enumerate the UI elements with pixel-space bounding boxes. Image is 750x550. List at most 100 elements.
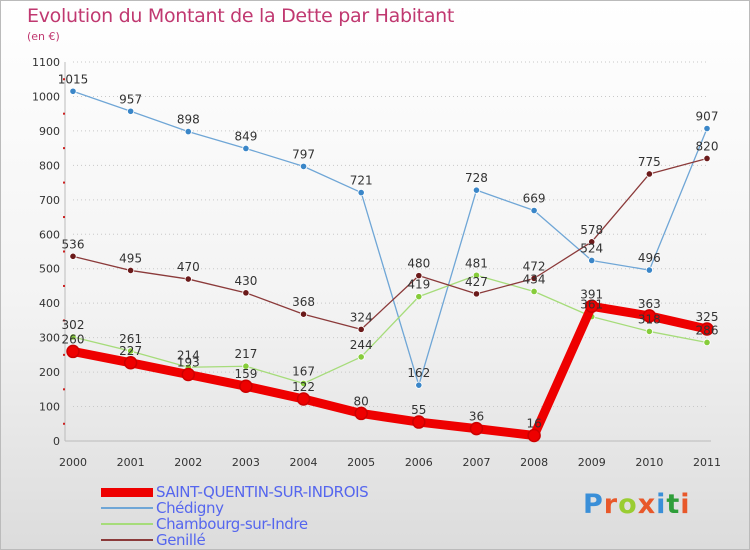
x-tick-label: 2004	[290, 456, 318, 469]
data-label: 495	[119, 251, 142, 265]
data-label: 524	[580, 241, 603, 255]
legend-swatch	[101, 523, 153, 525]
data-point	[239, 379, 253, 393]
data-point	[296, 392, 311, 406]
data-point	[242, 362, 250, 370]
x-tick-label: 2009	[578, 456, 606, 469]
data-point	[588, 238, 596, 246]
data-point	[242, 289, 250, 297]
data-label: 728	[465, 171, 488, 185]
logo-letter: t	[666, 489, 681, 520]
data-point	[66, 344, 80, 359]
x-tick-label: 2001	[117, 456, 145, 469]
data-point	[299, 162, 308, 170]
data-label: 167	[292, 364, 315, 378]
data-point	[127, 107, 135, 115]
x-tick-label: 2007	[462, 456, 490, 469]
data-point	[530, 274, 538, 282]
data-label: 434	[523, 272, 546, 286]
data-point	[299, 310, 308, 318]
data-point	[415, 381, 423, 389]
data-label: 849	[234, 129, 257, 143]
data-label: 325	[696, 310, 719, 324]
legend-swatch	[101, 488, 153, 497]
data-label: 480	[407, 257, 430, 271]
y-tick-label: 800	[39, 159, 60, 172]
x-tick-label: 2002	[174, 456, 202, 469]
data-label: 227	[119, 344, 142, 358]
y-tick-label: 0	[53, 435, 60, 448]
data-label: 16	[526, 416, 541, 430]
data-label: 481	[465, 256, 488, 270]
data-label: 55	[411, 403, 426, 417]
line-chart: 0 100 200 300 400 500 600 700 800 900 1000 1100 2000…	[32, 56, 721, 469]
logo-letter: P	[583, 489, 604, 520]
data-label: 260	[62, 332, 85, 346]
y-tick-label: 400	[39, 297, 60, 310]
data-point	[469, 421, 484, 436]
data-point	[357, 353, 365, 361]
data-label: 318	[638, 312, 661, 326]
data-point	[357, 325, 365, 333]
data-point	[472, 271, 481, 279]
data-label: 244	[350, 338, 373, 352]
data-point	[703, 154, 711, 163]
data-label: 363	[638, 297, 661, 311]
data-point	[472, 186, 481, 194]
data-label: 80	[354, 394, 369, 408]
data-point	[127, 266, 135, 275]
data-point	[527, 428, 541, 443]
x-tick-label: 2006	[405, 456, 433, 469]
data-point	[415, 272, 423, 280]
data-point	[584, 299, 599, 314]
data-point	[69, 252, 77, 260]
data-label: 302	[62, 318, 85, 332]
data-point	[242, 144, 250, 153]
data-point	[412, 415, 426, 429]
data-point	[645, 266, 653, 274]
y-tick-label: 500	[39, 263, 60, 276]
series-line-0	[68, 301, 712, 440]
chart-subtitle: (en €)	[27, 30, 60, 43]
x-tick-label: 2000	[59, 456, 87, 469]
data-point	[354, 406, 368, 421]
data-point	[703, 338, 711, 347]
data-label: 368	[292, 295, 315, 309]
data-point	[357, 188, 365, 197]
data-point	[645, 170, 653, 178]
data-label: 217	[234, 347, 257, 361]
data-label: 324	[350, 310, 373, 324]
x-tick-label: 2008	[520, 456, 548, 469]
data-label: 721	[350, 174, 373, 188]
logo-letter: o	[618, 489, 638, 520]
x-tick-label: 2011	[693, 456, 721, 469]
y-tick-label: 300	[39, 332, 60, 345]
data-label: 261	[119, 332, 142, 346]
data-label: 427	[465, 275, 488, 289]
series-line-2	[72, 274, 708, 385]
logo-letter: i	[656, 489, 667, 520]
chart-title: Evolution du Montant de la Dette par Hab…	[27, 5, 455, 27]
data-point	[472, 290, 481, 298]
data-point	[69, 333, 77, 341]
data-label: 578	[580, 223, 603, 237]
x-tick-label: 2010	[635, 456, 663, 469]
data-label: 430	[234, 274, 257, 288]
series-line-3	[72, 157, 708, 331]
data-point	[299, 379, 308, 388]
legend-label: Genillé	[156, 531, 206, 549]
legend-swatch	[101, 507, 153, 509]
legend-label: SAINT-QUENTIN-SUR-INDROIS	[156, 483, 369, 501]
logo-letter: r	[603, 489, 619, 520]
data-label: 898	[177, 113, 200, 127]
data-point	[703, 124, 711, 133]
data-label: 907	[696, 109, 719, 123]
data-label: 122	[292, 380, 315, 394]
data-label: 286	[696, 323, 719, 337]
logo-letter: i	[680, 489, 691, 520]
x-tick-label: 2005	[347, 456, 375, 469]
data-point	[415, 293, 423, 301]
series-line-1	[72, 90, 708, 386]
y-tick-label: 200	[39, 366, 60, 379]
data-label: 669	[523, 191, 546, 205]
